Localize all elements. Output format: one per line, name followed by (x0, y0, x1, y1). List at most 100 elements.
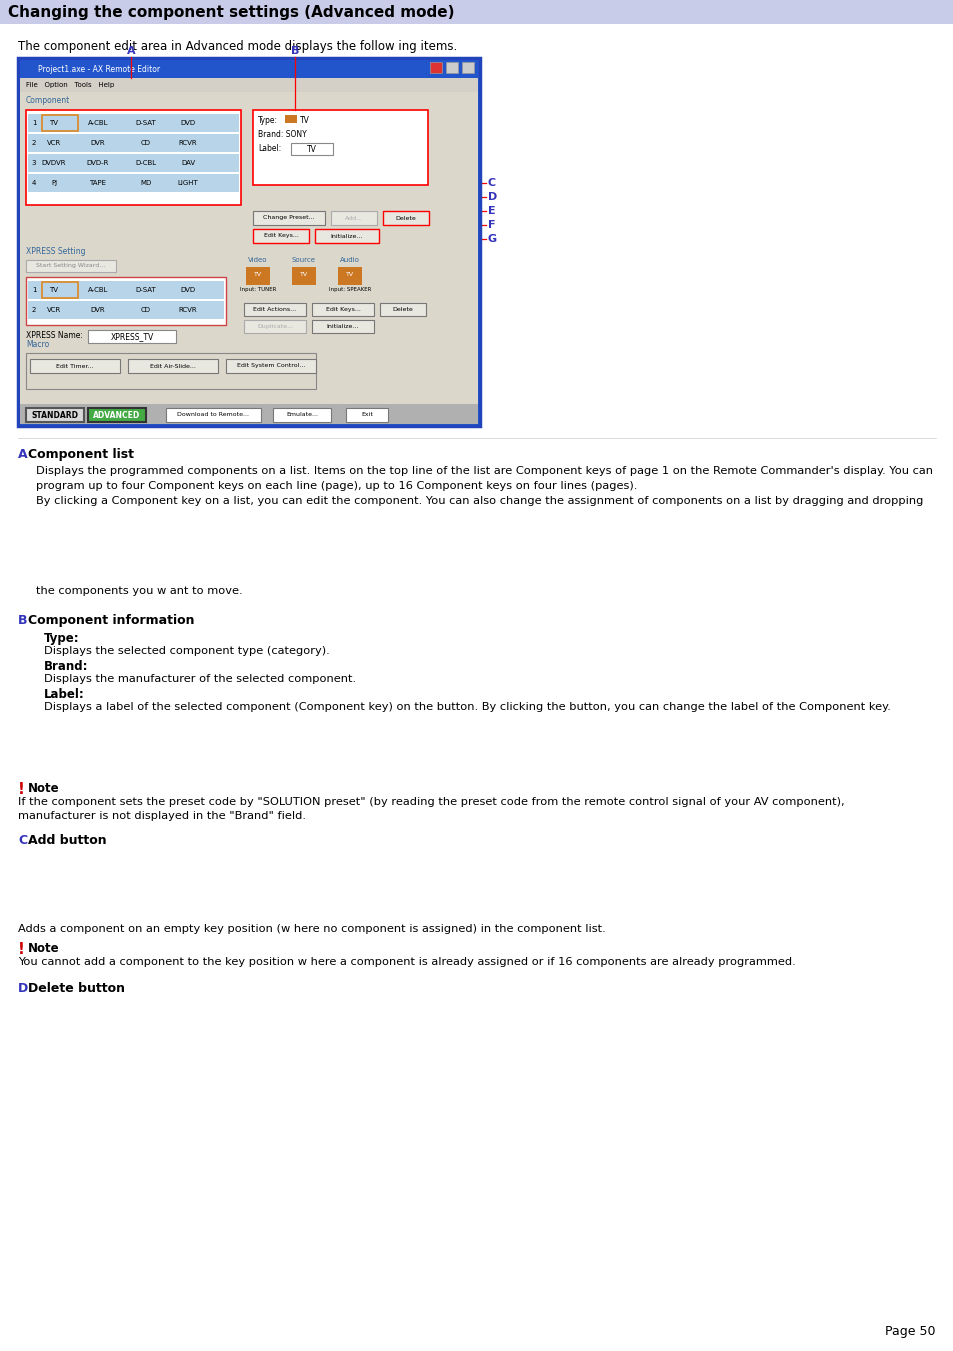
Text: Label:: Label: (44, 688, 85, 701)
Bar (337, 267, 361, 285)
Bar (28, 134, 239, 153)
Text: The component edit area in Advanced mode displays the follow ing items.: The component edit area in Advanced mode… (18, 41, 456, 53)
Text: 3: 3 (31, 159, 36, 166)
Text: MD: MD (140, 180, 152, 186)
Text: Macro: Macro (26, 340, 50, 349)
Bar (253, 230, 309, 243)
Text: Displays the programmed components on a list. Items on the top line of the list : Displays the programmed components on a … (36, 466, 932, 476)
Bar (88, 408, 146, 422)
Text: D: D (18, 982, 29, 994)
Text: 2: 2 (31, 141, 36, 146)
Text: program up to four Component keys on each line (page), up to 16 Component keys o: program up to four Component keys on eac… (36, 481, 637, 490)
Text: XPRESS_TV: XPRESS_TV (111, 332, 153, 340)
Text: C: C (18, 834, 27, 847)
Bar (312, 303, 374, 316)
Text: Duplicate...: Duplicate... (256, 324, 293, 330)
Text: Displays the selected component type (category).: Displays the selected component type (ca… (44, 646, 330, 657)
Text: Component: Component (26, 96, 71, 105)
Text: C: C (488, 178, 496, 188)
Text: By clicking a Component key on a list, you can edit the component. You can also : By clicking a Component key on a list, y… (36, 496, 923, 507)
Text: A-CBL: A-CBL (88, 120, 108, 126)
Text: DAV: DAV (181, 159, 194, 166)
Text: Brand: SONY: Brand: SONY (257, 130, 307, 139)
Bar (166, 408, 261, 422)
Bar (28, 154, 239, 172)
Bar (253, 211, 325, 226)
Text: G: G (488, 234, 497, 245)
Text: Edit Timer...: Edit Timer... (56, 363, 93, 369)
Bar (285, 115, 296, 123)
Bar (28, 113, 239, 132)
Text: Audio: Audio (339, 257, 359, 263)
Text: You cannot add a component to the key position w here a component is already ass: You cannot add a component to the key po… (18, 957, 795, 967)
Text: DVR: DVR (91, 141, 105, 146)
Text: A: A (18, 449, 28, 461)
Text: Input: TUNER: Input: TUNER (239, 286, 276, 292)
Text: Download to Remote...: Download to Remote... (177, 412, 249, 417)
Text: CD: CD (141, 141, 151, 146)
Text: TV: TV (299, 272, 308, 277)
Text: F: F (488, 220, 495, 230)
Text: Displays the manufacturer of the selected component.: Displays the manufacturer of the selecte… (44, 674, 355, 684)
Text: DVD-R: DVD-R (87, 159, 109, 166)
Bar (346, 408, 388, 422)
Text: !: ! (18, 942, 25, 957)
Text: D: D (488, 192, 497, 203)
Text: TV: TV (307, 145, 316, 154)
Text: D-CBL: D-CBL (135, 159, 156, 166)
Bar (18, 58, 479, 426)
Text: Edit Keys...: Edit Keys... (263, 234, 298, 239)
Text: Delete: Delete (393, 307, 413, 312)
Text: Component information: Component information (28, 613, 194, 627)
Text: Source: Source (292, 257, 315, 263)
Bar (246, 267, 270, 285)
Bar (42, 282, 78, 299)
Bar (430, 62, 441, 73)
Bar (461, 62, 474, 73)
Text: manufacturer is not displayed in the "Brand" field.: manufacturer is not displayed in the "Br… (18, 811, 306, 821)
Text: Changing the component settings (Advanced mode): Changing the component settings (Advance… (8, 4, 454, 19)
Text: Page 50: Page 50 (884, 1325, 935, 1337)
Text: XPRESS Name:: XPRESS Name: (26, 331, 83, 340)
Text: Delete: Delete (395, 216, 416, 220)
Text: VCR: VCR (47, 307, 61, 313)
Text: Component list: Component list (28, 449, 133, 461)
Text: ADVANCED: ADVANCED (93, 411, 140, 420)
Text: TV: TV (50, 286, 58, 293)
Text: Input: SPEAKER: Input: SPEAKER (329, 286, 371, 292)
Bar (26, 408, 84, 422)
Bar (88, 330, 175, 343)
Text: Initialize...: Initialize... (327, 324, 359, 330)
Bar (291, 143, 333, 155)
Bar (314, 230, 378, 243)
Text: Add...: Add... (345, 216, 363, 220)
Bar (292, 267, 315, 285)
Text: Add button: Add button (28, 834, 107, 847)
Text: If the component sets the preset code by "SOLUTION preset" (by reading the prese: If the component sets the preset code by… (18, 797, 843, 807)
Text: DVDVR: DVDVR (42, 159, 66, 166)
Text: A: A (127, 46, 135, 55)
Text: Initialize...: Initialize... (331, 234, 363, 239)
Bar (128, 359, 218, 373)
Text: File   Option   Tools   Help: File Option Tools Help (26, 82, 114, 88)
Text: Exit: Exit (360, 412, 373, 417)
Text: 1: 1 (31, 286, 36, 293)
Text: VCR: VCR (47, 141, 61, 146)
Text: Note: Note (28, 942, 59, 955)
Text: !: ! (18, 782, 25, 797)
Bar (20, 78, 477, 92)
Text: D-SAT: D-SAT (135, 286, 156, 293)
Bar (28, 281, 224, 299)
Text: TV: TV (253, 272, 262, 277)
Bar (42, 115, 78, 131)
Text: Type:: Type: (44, 632, 79, 644)
Text: STANDARD: STANDARD (31, 411, 78, 420)
Text: the components you w ant to move.: the components you w ant to move. (36, 586, 242, 596)
Text: A-CBL: A-CBL (88, 286, 108, 293)
Text: RCVR: RCVR (178, 307, 197, 313)
Text: Delete button: Delete button (28, 982, 125, 994)
Text: Project1.axe - AX Remote Editor: Project1.axe - AX Remote Editor (38, 65, 160, 73)
Bar (26, 277, 226, 326)
Text: 1: 1 (31, 120, 36, 126)
Bar (26, 353, 315, 389)
